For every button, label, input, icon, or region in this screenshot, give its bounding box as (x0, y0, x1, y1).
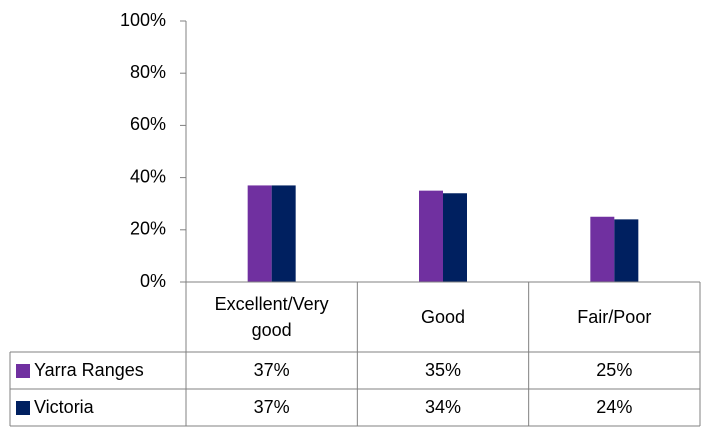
legend-entry: Yarra Ranges (10, 352, 186, 389)
y-tick-label: 20% (130, 219, 166, 239)
legend-entry: Victoria (10, 389, 186, 426)
data-label: 25% (596, 360, 633, 380)
category-label: Fair/Poor (577, 307, 652, 327)
data-label: 24% (596, 397, 633, 417)
y-tick-label: 80% (130, 62, 166, 82)
legend-label: Yarra Ranges (34, 360, 144, 380)
data-label: 37% (253, 360, 290, 380)
bar (271, 185, 296, 282)
data-label: 34% (424, 397, 461, 417)
y-tick-label: 0% (140, 271, 166, 291)
category-header: Fair/Poor (529, 282, 700, 352)
data-label: 35% (424, 360, 461, 380)
legend-swatch (16, 363, 30, 378)
category-label: Good (420, 307, 465, 327)
y-tick-label: 100% (120, 10, 166, 30)
data-label: 37% (253, 397, 290, 417)
legend-swatch (16, 400, 30, 415)
legend-label: Victoria (34, 397, 94, 417)
y-tick-label: 60% (130, 114, 166, 134)
y-tick-label: 40% (130, 166, 166, 186)
category-header: Excellent/Very good (186, 282, 357, 352)
bar (419, 190, 443, 282)
category-label: Excellent/Very good (214, 294, 329, 340)
bar (247, 185, 272, 282)
bar (590, 216, 615, 282)
category-header: Good (357, 282, 528, 352)
bar (443, 193, 467, 282)
bar (614, 219, 639, 282)
